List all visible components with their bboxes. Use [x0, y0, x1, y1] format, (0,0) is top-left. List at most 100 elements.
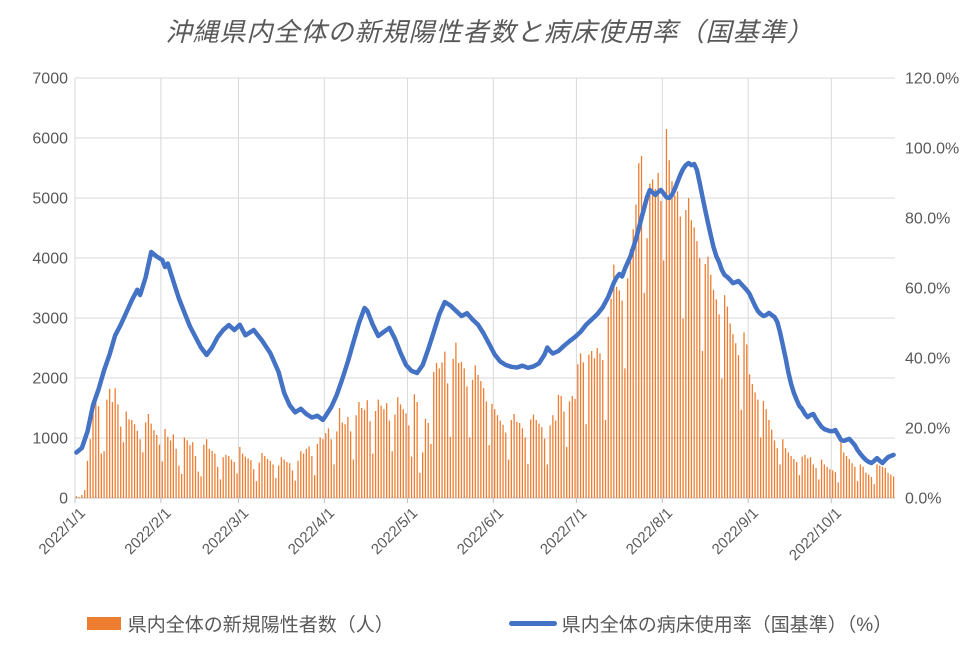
bar-daily-cases [751, 384, 753, 498]
bar-daily-cases [516, 421, 518, 498]
bar-daily-cases [89, 439, 91, 498]
bar-daily-cases [358, 402, 360, 498]
bar-daily-cases [543, 438, 546, 498]
bar-daily-cases [402, 409, 404, 498]
bar-daily-cases [452, 358, 454, 498]
bar-daily-cases [419, 472, 421, 498]
bar-daily-cases [388, 420, 391, 498]
bar-daily-cases [308, 446, 310, 498]
right-axis-tick-label: 0.0% [905, 491, 941, 508]
bar-daily-cases [740, 409, 742, 498]
bar-daily-cases [615, 286, 618, 498]
bar-daily-cases [613, 264, 615, 498]
bar-daily-cases [488, 445, 490, 498]
bar-daily-cases [654, 189, 657, 498]
bar-daily-cases [355, 415, 357, 498]
bar-daily-cases [787, 452, 789, 498]
bar-daily-cases [868, 474, 870, 498]
bar-daily-cases [552, 415, 554, 498]
bar-daily-cases [142, 452, 144, 498]
bar-daily-cases [416, 402, 418, 498]
bar-daily-cases [108, 388, 111, 498]
right-axis-tick-label: 100.0% [905, 141, 959, 158]
bar-daily-cases [269, 460, 271, 498]
bar-daily-cases [75, 496, 78, 498]
left-axis-tick-label: 3000 [32, 311, 68, 328]
bar-daily-cases [131, 420, 133, 498]
bar-daily-cases [848, 459, 850, 498]
legend-label-bed-usage: 県内全体の病床使用率（国基準）（%） [561, 615, 893, 636]
bar-daily-cases [266, 459, 269, 498]
legend: 県内全体の新規陽性者数（人） 県内全体の病床使用率（国基準）（%） [0, 610, 979, 637]
x-axis-tick-label: 2022/6/1 [454, 505, 507, 558]
legend-swatch-bar [86, 617, 121, 630]
bar-daily-cases [798, 475, 801, 498]
bar-daily-cases [305, 448, 307, 498]
bar-daily-cases [887, 472, 889, 498]
bar-daily-cases [826, 466, 828, 498]
x-axis-tick-label: 2022/9/1 [709, 505, 762, 558]
bar-daily-cases [164, 429, 166, 498]
bar-daily-cases [696, 241, 698, 498]
bar-daily-cases [491, 403, 493, 498]
bar-daily-cases [618, 290, 621, 498]
bar-daily-cases [721, 378, 723, 498]
bar-daily-cases [699, 258, 701, 498]
bar-daily-cases [458, 363, 460, 498]
bar-daily-cases [532, 414, 535, 498]
bar-daily-cases [671, 181, 673, 498]
bar-daily-cases [801, 456, 803, 498]
bar-daily-cases [643, 292, 645, 498]
line-series-bed-usage [74, 160, 896, 466]
bar-daily-cases [856, 481, 859, 498]
bar-daily-cases [181, 474, 183, 498]
bar-daily-cases [793, 459, 795, 498]
bar-daily-cases [494, 409, 496, 498]
bar-daily-cases [651, 179, 654, 498]
bar-daily-cases [103, 451, 105, 498]
bar-daily-cases [748, 374, 751, 498]
bar-daily-cases [782, 439, 784, 498]
bar-daily-cases [823, 464, 826, 498]
bar-daily-cases [796, 462, 798, 498]
bar-daily-cases [189, 445, 191, 498]
right-axis-tick-label: 120.0% [905, 71, 959, 88]
bar-daily-cases [446, 383, 449, 498]
legend-item-bed-usage: 県内全体の病床使用率（国基準）（%） [508, 610, 893, 637]
bar-daily-cases [275, 478, 277, 498]
bar-daily-cases [413, 394, 416, 498]
left-axis-tick-label: 6000 [32, 131, 68, 148]
bar-daily-cases [790, 456, 792, 498]
bar-daily-cases [690, 220, 693, 498]
bar-daily-cases [333, 464, 335, 498]
bar-daily-cases [585, 424, 587, 498]
bar-daily-cases [732, 334, 734, 498]
left-axis-tick-label: 0 [59, 491, 68, 508]
bar-daily-cases [336, 431, 338, 498]
bar-daily-cases [424, 418, 427, 498]
bar-daily-cases [217, 466, 219, 498]
bar-daily-cases [194, 456, 197, 498]
bar-daily-cases [316, 444, 319, 498]
bar-daily-cases [427, 423, 429, 498]
bar-daily-cases [122, 442, 125, 498]
bar-daily-cases [192, 442, 194, 498]
bar-daily-cases [574, 399, 576, 498]
bar-daily-cases [568, 401, 571, 498]
bar-daily-cases [244, 456, 247, 498]
bar-daily-cases [757, 399, 759, 498]
bar-daily-cases [361, 408, 363, 498]
bar-daily-cases [759, 437, 762, 498]
bar-daily-cases [765, 409, 767, 498]
bar-daily-cases [394, 414, 396, 498]
bar-daily-cases [297, 460, 299, 498]
bar-daily-cases [676, 191, 679, 498]
bar-daily-cases [349, 431, 352, 498]
x-axis-tick-label: 2022/8/1 [623, 505, 676, 558]
bar-daily-cases [150, 423, 152, 498]
bar-daily-cases [524, 437, 526, 498]
bar-daily-cases [153, 430, 155, 498]
bar-daily-cases [599, 353, 601, 498]
bar-daily-cases [225, 454, 227, 498]
bar-daily-cases [499, 420, 501, 498]
